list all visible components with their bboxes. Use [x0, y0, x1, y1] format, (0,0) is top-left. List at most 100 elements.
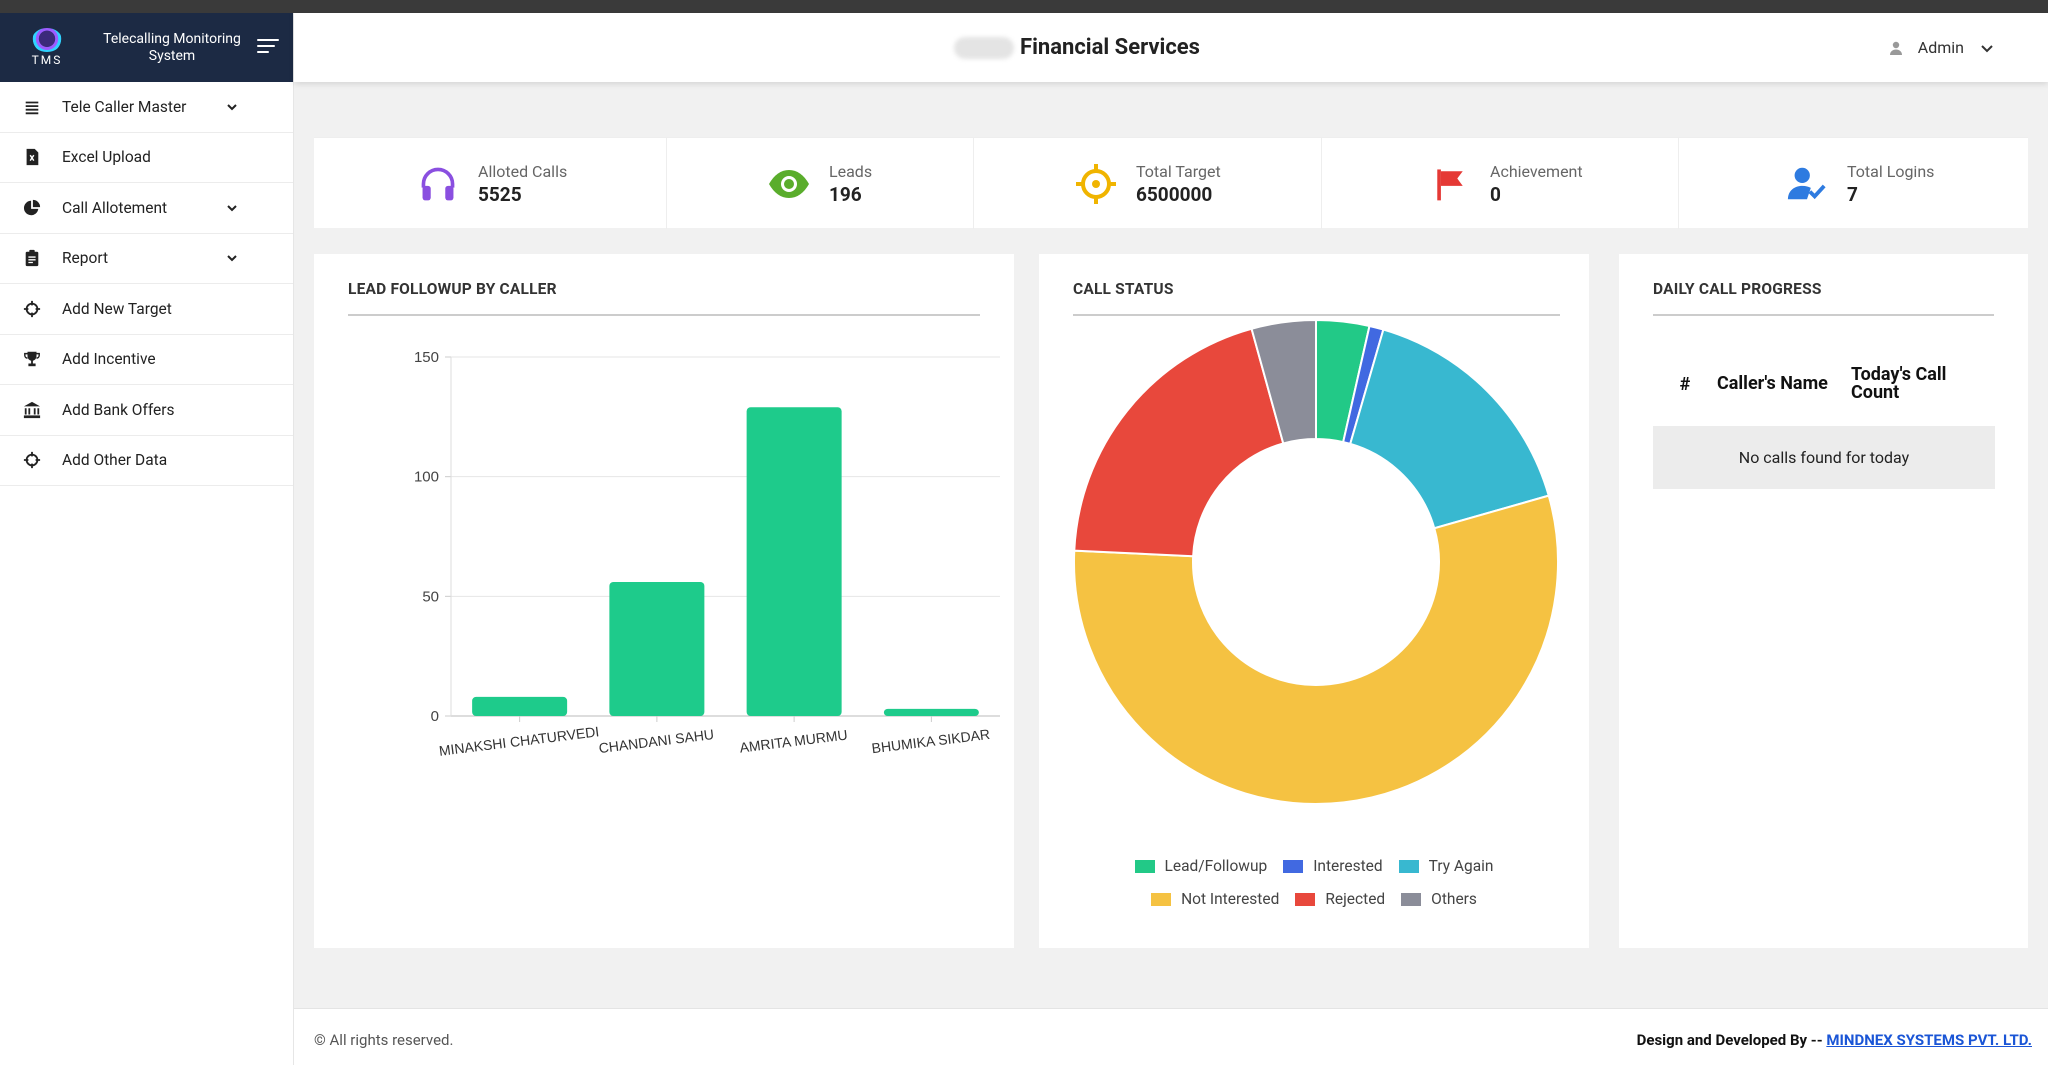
developer-credit: Design and Developed By -- MINDNEX SYSTE… — [1637, 1031, 2032, 1049]
excel-file-icon — [22, 147, 42, 167]
bar-chandani-sahu — [609, 581, 705, 716]
legend-item-try-again[interactable]: Try Again — [1398, 857, 1494, 875]
sidebar-menu: Tele Caller Master Excel Upload Call All… — [0, 82, 293, 486]
call-status-title: CALL STATUS — [1073, 280, 1174, 298]
sidebar-item-tele-caller-master[interactable]: Tele Caller Master — [0, 82, 293, 133]
sidebar-item-report[interactable]: Report — [0, 234, 293, 284]
legend-swatch — [1401, 892, 1422, 906]
pie-chart-icon — [22, 198, 42, 218]
bar-bhumika-sikdar — [883, 708, 979, 716]
card-divider — [348, 314, 980, 316]
legend-item-not-interested[interactable]: Not Interested — [1151, 890, 1279, 908]
slice-not-interested — [1073, 494, 1559, 805]
flag-icon — [1428, 162, 1472, 206]
logo-text: TMS — [31, 53, 63, 67]
company-name-text: Financial Services — [1020, 35, 1200, 60]
column-header-call-count: Today's Call Count — [1851, 364, 1947, 403]
sidebar-item-excel-upload[interactable]: Excel Upload — [0, 133, 293, 183]
logo-orb-icon — [32, 28, 62, 52]
stat-label: Alloted Calls — [478, 161, 568, 181]
legend-label: Interested — [1313, 857, 1383, 875]
lead-followup-title: LEAD FOLLOWUP BY CALLER — [348, 280, 557, 298]
company-name: Financial Services — [954, 35, 1200, 60]
sidebar-toggle-icon[interactable] — [257, 39, 279, 55]
stat-value: 0 — [1490, 182, 1501, 206]
credit-prefix: Design and Developed By -- — [1636, 1031, 1823, 1049]
slice-rejected — [1073, 327, 1285, 558]
sidebar-item-add-incentive[interactable]: Add Incentive — [0, 335, 293, 385]
column-header-index: # — [1679, 373, 1691, 395]
crosshair-icon — [22, 450, 42, 470]
chevron-down-icon — [1981, 44, 1993, 52]
stat-total-target: Total Target 6500000 — [974, 138, 1322, 229]
sidebar-item-label: Add Incentive — [62, 350, 156, 369]
bar-amrita-murmu — [746, 407, 842, 716]
sidebar-item-label: Tele Caller Master — [62, 97, 187, 116]
x-tick-label: AMRITA MURMU — [739, 726, 849, 755]
sidebar: TMS Telecalling Monitoring System Tele C… — [0, 13, 294, 1065]
stat-value: 196 — [829, 182, 862, 206]
daily-table-header: # Caller's Name Today's Call Count — [1653, 354, 1993, 414]
legend-item-rejected[interactable]: Rejected — [1295, 890, 1385, 908]
sidebar-item-label: Excel Upload — [62, 148, 151, 167]
stat-value: 5525 — [478, 182, 522, 206]
user-name: Admin — [1917, 38, 1964, 57]
crosshair-icon — [22, 299, 42, 319]
tms-logo: TMS — [14, 21, 80, 75]
user-check-icon — [1785, 162, 1829, 206]
legend-label: Rejected — [1325, 890, 1386, 908]
legend-label: Others — [1431, 890, 1477, 908]
window-top-strip — [0, 0, 2048, 13]
stat-total-logins: Total Logins 7 — [1679, 138, 2028, 229]
brand-header: TMS Telecalling Monitoring System — [0, 13, 293, 82]
stat-value: 7 — [1847, 182, 1858, 206]
sidebar-item-label: Add Other Data — [62, 451, 168, 470]
legend-swatch — [1151, 892, 1172, 906]
bar-minakshi-chaturvedi — [472, 696, 568, 716]
sidebar-item-label: Report — [62, 249, 109, 268]
x-tick-label: CHANDANI SAHU — [598, 726, 715, 756]
copyright-text: © All rights reserved. — [314, 1031, 454, 1049]
x-tick-label: MINAKSHI CHATURVEDI — [438, 723, 600, 759]
trophy-icon — [22, 349, 42, 369]
y-tick-label: 50 — [422, 588, 439, 605]
y-tick-label: 0 — [431, 708, 439, 725]
legend-swatch — [1295, 892, 1316, 906]
user-menu[interactable]: Admin — [1888, 38, 1996, 57]
sidebar-item-add-bank-offers[interactable]: Add Bank Offers — [0, 385, 293, 436]
blurred-company-prefix — [954, 37, 1014, 60]
list-icon — [22, 97, 42, 117]
developer-link[interactable]: MINDNEX SYSTEMS PVT. LTD. — [1826, 1031, 2032, 1049]
dashboard-main: Alloted Calls 5525 Leads 196 Total Targe… — [294, 82, 2048, 1008]
sidebar-item-label: Add New Target — [62, 299, 172, 318]
legend-label: Not Interested — [1181, 890, 1280, 908]
top-header: Financial Services Admin — [294, 13, 2048, 82]
legend-swatch — [1134, 859, 1155, 873]
lead-followup-card: LEAD FOLLOWUP BY CALLER 0 50 100 150 MINAKSH… — [314, 254, 1014, 948]
legend-label: Try Again — [1428, 857, 1494, 875]
legend-item-lead-followup[interactable]: Lead/Followup — [1134, 857, 1267, 875]
sidebar-item-add-new-target[interactable]: Add New Target — [0, 284, 293, 335]
sidebar-item-call-allotement[interactable]: Call Allotement — [0, 183, 293, 234]
slice-try-again — [1348, 328, 1550, 530]
stat-alloted-calls: Alloted Calls 5525 — [314, 138, 667, 229]
crosshair-icon — [1074, 162, 1118, 206]
legend-swatch — [1283, 859, 1304, 873]
call-status-legend-row-1: Lead/Followup Interested Try Again — [1039, 857, 1589, 875]
card-divider — [1073, 314, 1560, 316]
legend-item-others[interactable]: Others — [1401, 890, 1477, 908]
user-icon — [1889, 41, 1902, 55]
legend-item-interested[interactable]: Interested — [1283, 857, 1383, 875]
card-divider — [1653, 314, 1994, 316]
headphones-icon — [416, 162, 460, 206]
stat-leads: Leads 196 — [667, 138, 974, 229]
sidebar-item-add-other-data[interactable]: Add Other Data — [0, 436, 293, 486]
chevron-down-icon — [223, 98, 241, 116]
x-tick-label: BHUMIKA SIKDAR — [871, 726, 991, 756]
stat-achievement: Achievement 0 — [1322, 138, 1679, 229]
stat-label: Leads — [829, 161, 873, 181]
chevron-down-icon — [223, 199, 241, 217]
call-status-donut-chart — [1073, 318, 1559, 805]
y-tick-label: 100 — [414, 469, 439, 486]
column-header-caller-name: Caller's Name — [1717, 373, 1828, 394]
